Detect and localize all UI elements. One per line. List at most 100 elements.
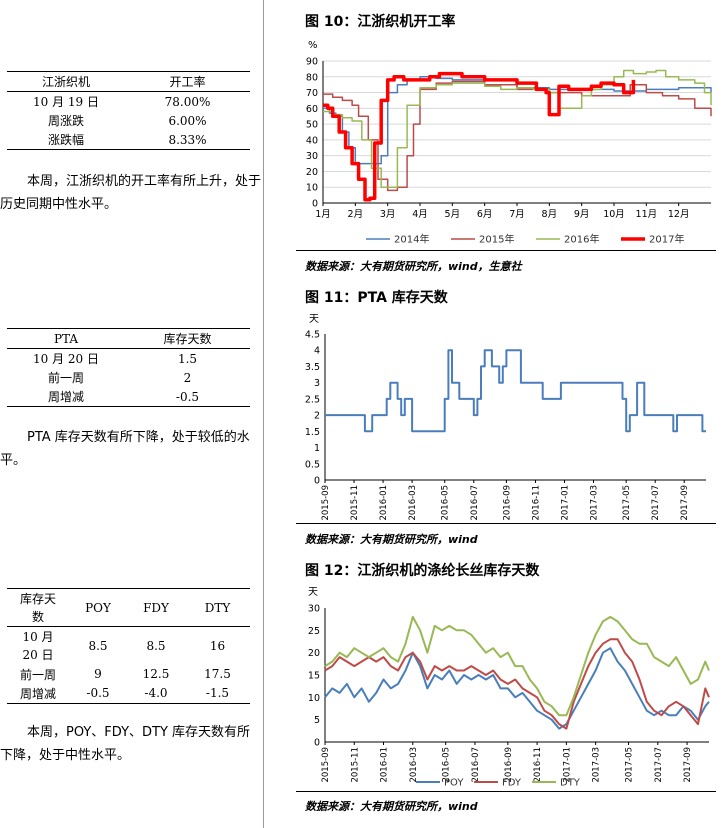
y-tick-label: 0: [314, 476, 320, 487]
table-row: 10 月 20 日 1.5: [7, 349, 250, 369]
y-axis-label: 天: [309, 314, 319, 325]
y-axis-label: %: [308, 40, 318, 51]
table-cell: 10 月 20 日: [33, 352, 99, 366]
table-cell: 1.5: [177, 351, 198, 366]
table-filament-inventory: 库存天数 POY FDY DTY 10 月 20 日 8.5 8.5 16 前一周 9 1…: [7, 588, 250, 704]
table-cell: 8.5: [146, 638, 166, 653]
paragraph-loom: 本周，江浙织机的开工率有所上升，处于历史同期中性水平。: [0, 174, 262, 212]
x-tick-label: 5月: [445, 209, 461, 220]
y-tick-label: 30: [306, 151, 318, 162]
x-tick-label: 2017-01: [560, 485, 570, 521]
y-tick-label: 40: [306, 135, 318, 146]
y-tick-label: 5: [314, 715, 320, 726]
table-pta-inventory: PTA 库存天数 10 月 20 日 1.5 前一周 2 周增减 -0.5: [7, 328, 250, 407]
x-tick-label: 2016-11: [533, 747, 543, 783]
x-tick-label: 1月: [315, 209, 331, 220]
series-line: [324, 647, 710, 730]
table-cell: 周涨跌: [47, 114, 84, 128]
table-cell: 周增减: [19, 686, 56, 701]
figure-frame: 0 5 10 15 20 25 30 天 2015-09 2015-11 2016-01 2016-0…: [296, 580, 716, 792]
x-tick-label: 11月: [636, 209, 658, 220]
x-tick-label: 2017-09: [680, 485, 690, 521]
table-cell: 8.33%: [168, 132, 207, 147]
x-tick-label: 2016-03: [409, 747, 419, 783]
x-tick-label: 7月: [509, 209, 525, 220]
y-tick-label: 1: [314, 443, 320, 454]
y-tick-label: 4: [314, 346, 320, 357]
series-line: [324, 615, 710, 717]
y-tick-label: 0: [312, 199, 318, 210]
x-tick-label: 2016-07: [470, 485, 480, 521]
table-cell: 前一周: [19, 667, 56, 682]
x-tick-label: 2016-07: [471, 747, 481, 783]
x-tick-label: 12月: [668, 209, 690, 220]
x-tick-label: 2017-07: [654, 747, 664, 783]
legend-label: 2014年: [394, 233, 429, 246]
table-row: 10 月 20 日 8.5 8.5 16: [7, 627, 250, 665]
x-tick-label: 2017-03: [592, 747, 602, 783]
legend-label: 2016年: [564, 233, 599, 246]
table-row: 前一周 2: [7, 368, 250, 387]
x-tick-label: 3月: [380, 209, 396, 220]
figure-frame: 0 10 20 30 40 50 60 70 80 90% 1月 2月 3月 4月 5月 6月 7月 8月 9月 10…: [296, 31, 716, 251]
table-row: 周涨跌 6.00%: [7, 111, 250, 130]
table-header-cell: 江浙织机: [41, 75, 90, 89]
paragraph-filament: 本周，POY、FDY、DTY 库存天数有所下降，处于中性水平。: [0, 725, 251, 763]
y-tick-label: 0.5: [305, 459, 320, 470]
y-tick-label: 10: [306, 183, 318, 194]
table-cell: 10 月 20 日: [7, 627, 69, 665]
legend-label: FDY: [502, 778, 522, 789]
legend-label: 2017年: [649, 233, 684, 246]
y-tick-label: 70: [306, 88, 318, 99]
y-tick-label: 2.5: [305, 394, 320, 405]
y-tick-label: 20: [306, 167, 318, 178]
chart-loom-operating-rate: 0 10 20 30 40 50 60 70 80 90% 1月 2月 3月 4月 5月 6月 7月 8月 9月 10…: [306, 40, 712, 246]
table-header-row: PTA 库存天数: [7, 328, 250, 349]
table-cell: 12.5: [142, 667, 170, 681]
y-tick-label: 4.5: [305, 330, 320, 341]
table-cell: -4.0: [144, 686, 168, 700]
chart-pta-inventory: 0 0.5 1 1.5 2 2.5 3 3.5 4 4.5 天 2015-09 2015-11 2016-…: [305, 314, 706, 521]
table-cell: 8.5: [88, 638, 108, 653]
table-row: 周增减 -0.5: [7, 387, 250, 407]
table-cell: -1.5: [205, 686, 230, 700]
table-cell: 6.00%: [168, 113, 207, 128]
x-tick-label: 2016-05: [442, 747, 452, 783]
y-tick-label: 2: [314, 411, 320, 422]
x-tick-label: 2017-05: [622, 485, 632, 521]
x-tick-label: 2015-09: [321, 747, 331, 783]
table-header-cell: DTY: [204, 600, 231, 615]
table-cell-text: 10 月 20 日: [22, 629, 54, 662]
column-divider: [263, 0, 264, 828]
x-tick-label: 2016-01: [379, 485, 389, 521]
x-tick-label: 8月: [542, 209, 558, 220]
table-row: 涨跌幅 8.33%: [7, 130, 250, 150]
y-tick-label: 3: [314, 378, 320, 389]
y-tick-label: 60: [306, 104, 318, 115]
table-header-text: 库存天数: [19, 591, 56, 624]
figure-title: 图 10：江浙织机开工率: [305, 14, 456, 30]
y-tick-label: 0: [314, 738, 320, 749]
legend-label: DTY: [560, 778, 581, 789]
table-header-cell: POY: [85, 600, 111, 615]
legend-label: 2015年: [479, 233, 514, 246]
x-tick-label: 2017-07: [651, 485, 661, 521]
table-row: 10 月 19 日 78.00%: [7, 92, 250, 112]
y-tick-label: 1.5: [305, 427, 320, 438]
x-tick-label: 2月: [348, 209, 364, 220]
table-cell: 16: [209, 638, 226, 653]
table-header-cell: FDY: [143, 600, 169, 615]
x-tick-label: 2016-03: [408, 485, 418, 521]
x-tick-label: 2015-09: [321, 485, 331, 521]
series-line: [323, 71, 636, 202]
y-tick-label: 3.5: [305, 362, 320, 373]
table-cell: -0.5: [175, 389, 200, 404]
table-cell: -0.5: [86, 686, 110, 700]
y-tick-label: 80: [306, 72, 318, 83]
x-tick-label: 2016-09: [504, 747, 514, 783]
figure-frame: 0 0.5 1 1.5 2 2.5 3 3.5 4 4.5 天 2015-09 2015-11 2016-…: [296, 307, 716, 524]
chart-filament-inventory: 0 5 10 15 20 25 30 天 2015-09 2015-11 2016-01 2016-0…: [308, 587, 710, 789]
x-tick-label: 2015-11: [350, 485, 360, 521]
x-tick-label: 2016-05: [441, 485, 451, 521]
table-cell: 前一周: [47, 371, 84, 385]
